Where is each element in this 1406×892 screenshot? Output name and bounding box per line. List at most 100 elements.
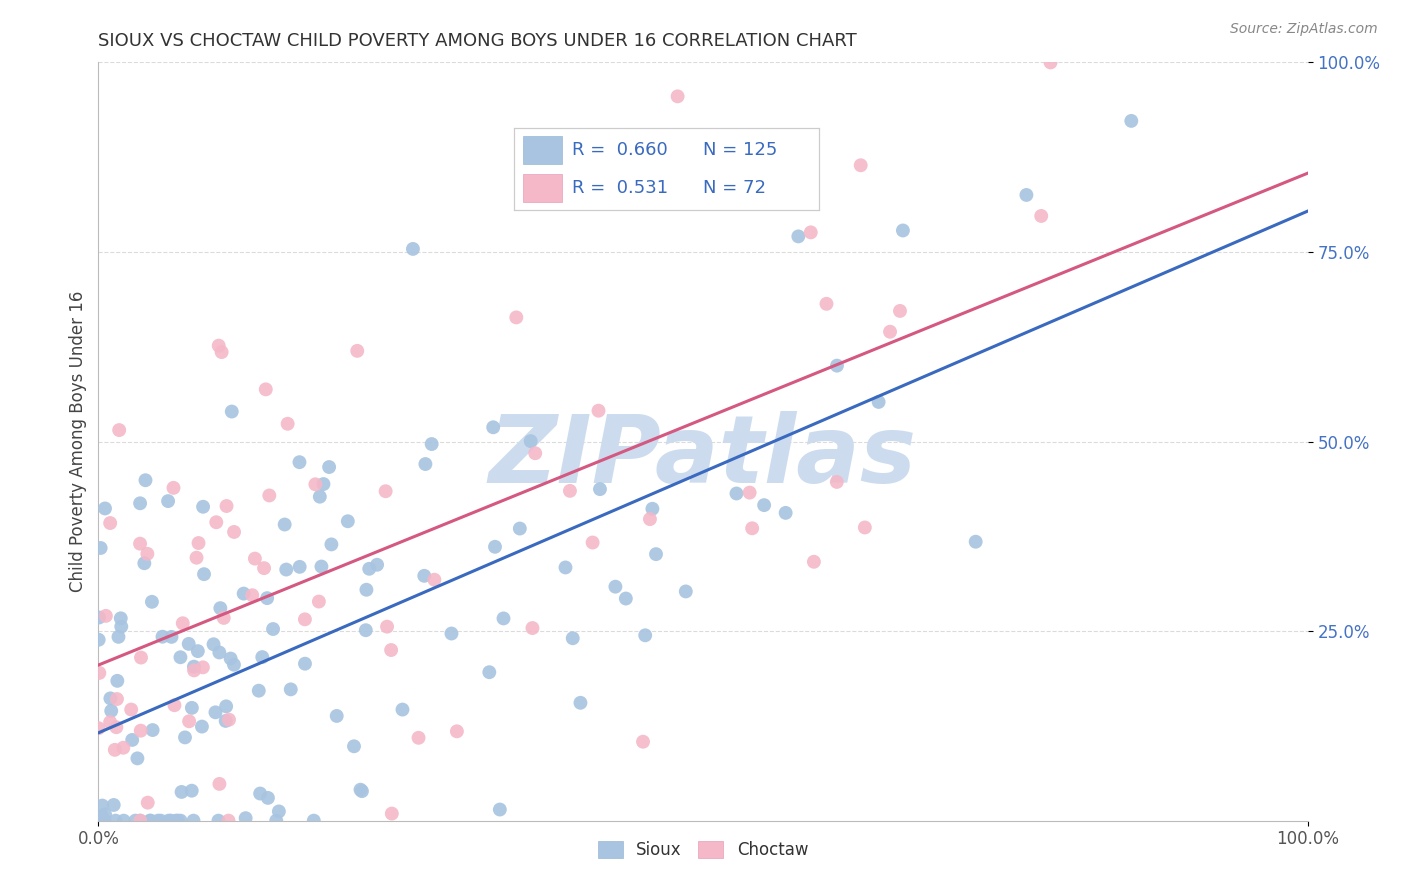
Point (94, 807, 117, 822)
Point (169, 814, 191, 828)
Point (112, 740, 135, 755)
Point (354, 624, 377, 638)
Point (775, 506, 797, 520)
Point (641, 501, 664, 516)
Point (91, 798, 114, 813)
Point (478, 665, 501, 680)
Point (243, 551, 266, 566)
Point (589, 482, 612, 496)
Point (205, 515, 228, 529)
Point (169, 650, 191, 665)
Point (167, 814, 190, 828)
Point (815, 297, 838, 311)
Point (94, 608, 117, 623)
Point (207, 814, 229, 828)
Point (183, 664, 205, 678)
Point (366, 558, 388, 572)
Point (273, 517, 295, 532)
Point (853, 520, 876, 534)
Point (129, 650, 152, 665)
Point (311, 559, 333, 574)
Point (249, 787, 271, 801)
Point (149, 814, 172, 828)
Point (172, 616, 194, 631)
Point (157, 494, 180, 508)
Point (204, 706, 226, 720)
Point (162, 481, 184, 495)
Point (638, 512, 661, 526)
Point (666, 89, 689, 103)
Point (157, 814, 180, 828)
Point (222, 524, 245, 539)
Point (489, 803, 512, 817)
Point (505, 310, 527, 325)
Point (218, 713, 240, 727)
Point (413, 569, 436, 583)
Point (212, 611, 235, 625)
Text: R =  0.660: R = 0.660 (571, 141, 668, 159)
Point (343, 739, 366, 754)
Point (165, 814, 187, 828)
Point (280, 682, 302, 697)
Point (752, 498, 775, 512)
Point (336, 514, 359, 528)
Point (215, 499, 238, 513)
Point (741, 521, 763, 535)
Point (87, 632, 110, 647)
Point (87, 610, 110, 624)
Point (187, 644, 209, 658)
Point (356, 582, 378, 597)
Point (215, 699, 238, 714)
Point (100, 691, 122, 706)
Point (163, 698, 186, 713)
Point (254, 383, 277, 397)
Point (312, 477, 335, 491)
Point (146, 814, 169, 828)
Point (277, 417, 299, 431)
Point (100, 704, 122, 718)
Point (152, 630, 174, 644)
Point (222, 657, 245, 672)
Point (825, 475, 848, 489)
Point (121, 732, 143, 747)
Point (965, 534, 987, 549)
Point (186, 550, 208, 565)
Text: ZIPatlas: ZIPatlas (489, 410, 917, 503)
Point (267, 805, 290, 819)
Point (308, 490, 330, 504)
Point (183, 659, 205, 673)
Point (891, 223, 914, 237)
Point (346, 343, 368, 358)
Point (391, 702, 413, 716)
Point (129, 814, 152, 828)
Point (179, 714, 201, 729)
Point (415, 457, 437, 471)
Point (191, 720, 214, 734)
Point (159, 814, 181, 828)
Point (581, 535, 603, 549)
Point (191, 660, 214, 674)
Point (264, 814, 287, 828)
Point (129, 537, 152, 551)
Point (1121, 114, 1143, 128)
Point (120, 702, 142, 716)
Point (208, 339, 231, 353)
Point (350, 784, 373, 798)
Point (484, 540, 506, 554)
Point (87, 721, 110, 735)
Point (214, 714, 236, 728)
Point (605, 580, 627, 594)
Point (98, 516, 121, 530)
Point (209, 601, 232, 615)
Point (174, 731, 197, 745)
Point (524, 446, 547, 460)
Point (90, 809, 112, 823)
Text: SIOUX VS CHOCTAW CHILD POVERTY AMONG BOYS UNDER 16 CORRELATION CHART: SIOUX VS CHOCTAW CHILD POVERTY AMONG BOY… (98, 32, 858, 50)
Point (105, 720, 128, 734)
Point (193, 567, 215, 582)
Point (440, 626, 463, 640)
Point (105, 692, 128, 706)
Point (180, 701, 202, 715)
Point (381, 806, 404, 821)
Point (725, 486, 748, 500)
